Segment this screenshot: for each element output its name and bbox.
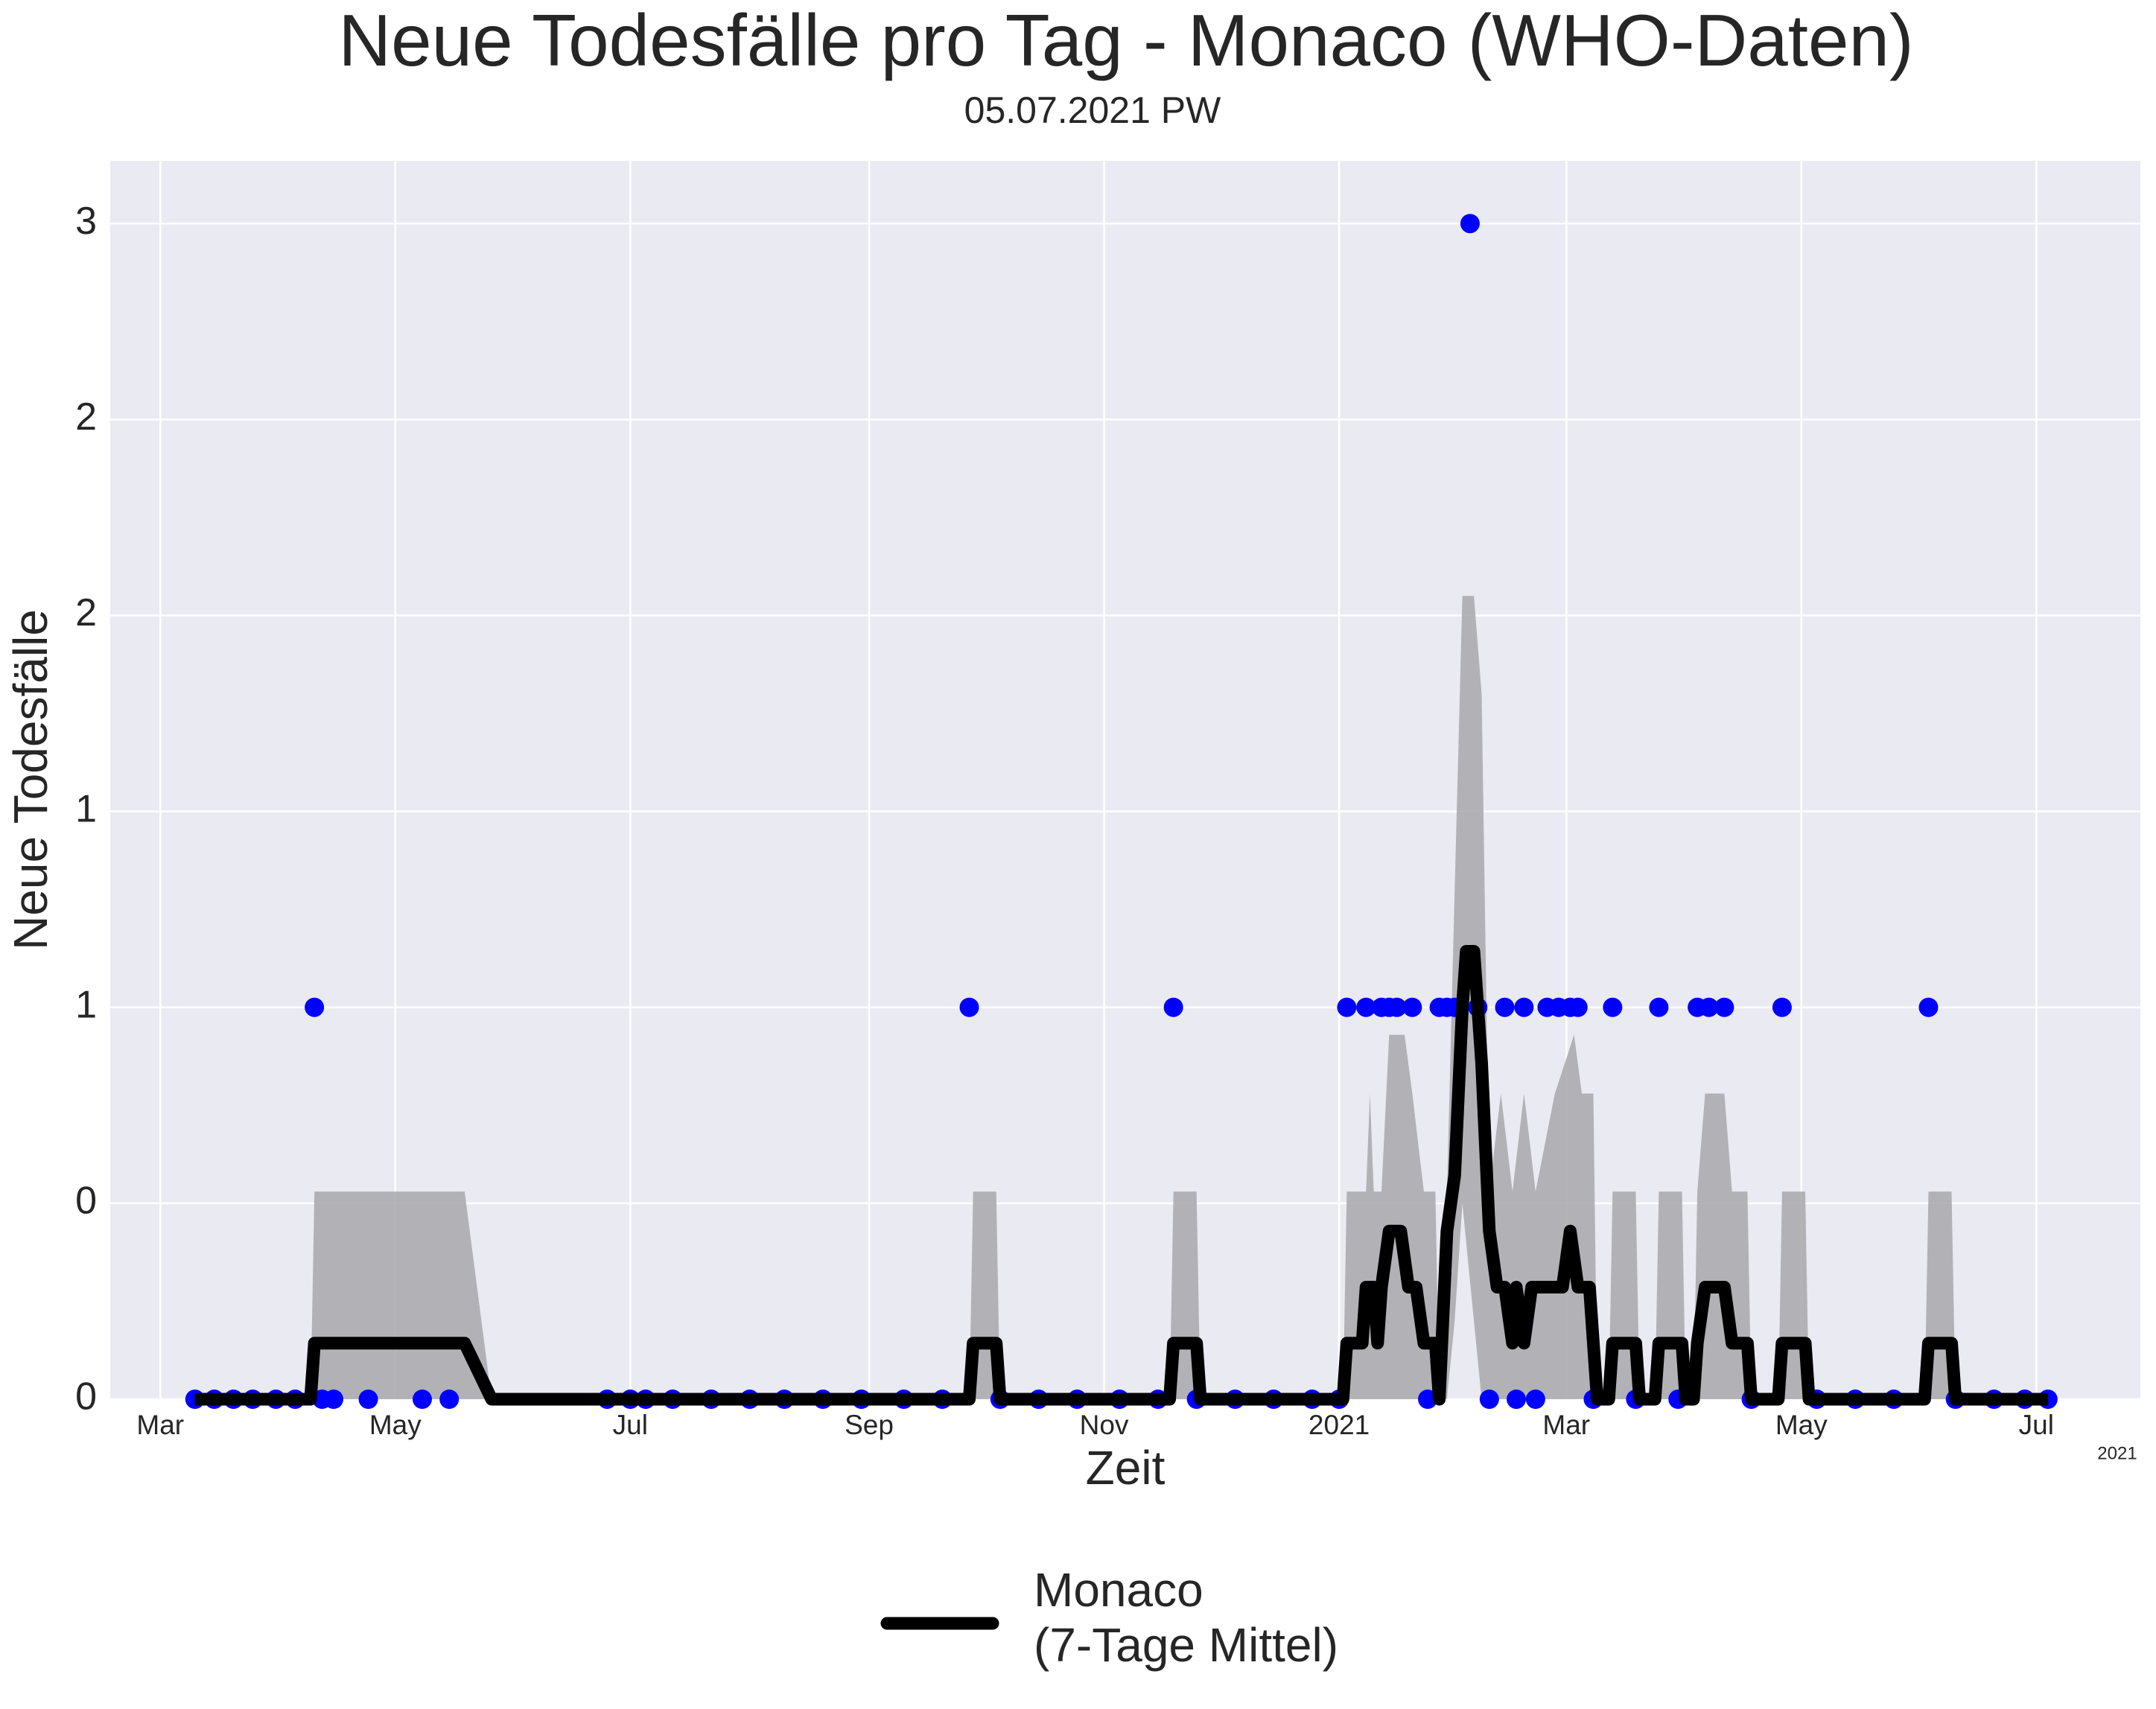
point: [1649, 997, 1669, 1017]
point: [324, 1390, 344, 1409]
point: [412, 1390, 432, 1409]
point: [1356, 997, 1376, 1017]
point: [1337, 997, 1357, 1017]
x-tick-label: Sep: [845, 1410, 894, 1440]
x-tick-label: Mar: [1542, 1410, 1590, 1440]
point: [1714, 997, 1734, 1017]
y-tick-label: 1: [75, 787, 97, 830]
y-tick-label: 3: [75, 200, 97, 243]
x-tick-label: May: [369, 1410, 422, 1440]
point: [1918, 997, 1939, 1017]
y-tick-label: 2: [75, 395, 97, 439]
point: [1568, 997, 1588, 1017]
point: [305, 997, 325, 1017]
point: [1772, 997, 1792, 1017]
point: [1495, 997, 1515, 1017]
chart-title: Neue Todesfälle pro Tag - Monaco (WHO-Da…: [338, 0, 1913, 81]
chart-subtitle: 05.07.2021 PW: [964, 89, 1221, 131]
point: [1507, 1390, 1527, 1409]
point: [1603, 997, 1623, 1017]
point: [358, 1390, 378, 1409]
x-offset-label: 2021: [2097, 1443, 2137, 1463]
x-tick-label: 2021: [1308, 1410, 1370, 1440]
point: [959, 997, 979, 1017]
legend-label: Monaco (7-Tage Mittel): [1034, 1563, 1338, 1672]
point: [1460, 214, 1480, 234]
point: [1514, 997, 1534, 1017]
x-tick-label: May: [1775, 1410, 1828, 1440]
point: [1699, 997, 1719, 1017]
line: [194, 945, 2048, 1406]
point: [1525, 1390, 1545, 1409]
y-axis-label: Neue Todesfälle: [4, 609, 57, 950]
x-tick-label: Nov: [1080, 1410, 1129, 1440]
point: [1163, 997, 1183, 1017]
x-tick-label: Jul: [2019, 1410, 2054, 1440]
point: [1387, 997, 1407, 1017]
band: [311, 596, 1956, 1400]
y-tick-label: 0: [75, 1180, 97, 1223]
point: [1479, 1390, 1499, 1409]
x-axis-label: Zeit: [1086, 1441, 1166, 1495]
x-tick-label: Jul: [613, 1410, 648, 1440]
y-tick-label: 0: [75, 1375, 97, 1419]
point: [1402, 997, 1422, 1017]
y-tick-label: 2: [75, 591, 97, 634]
x-tick-label: Mar: [136, 1410, 184, 1440]
point: [439, 1390, 459, 1409]
y-tick-label: 1: [75, 983, 97, 1026]
point: [1418, 1390, 1438, 1409]
